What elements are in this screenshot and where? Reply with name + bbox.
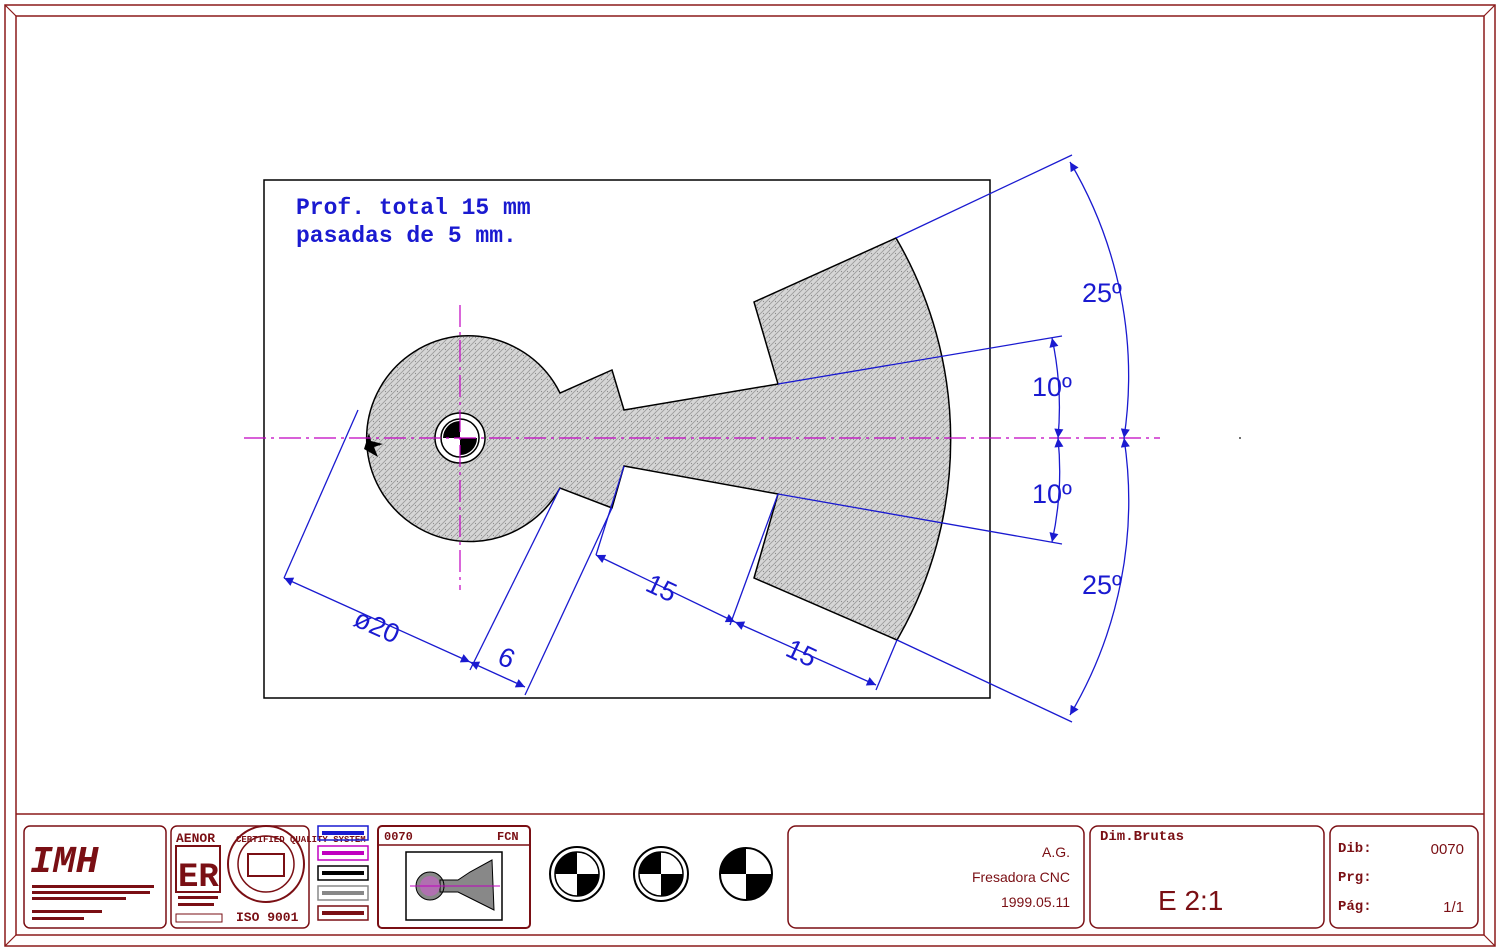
author: A.G. bbox=[1042, 844, 1070, 860]
datum-symbol-1 bbox=[549, 846, 605, 902]
aenor-box bbox=[170, 825, 310, 929]
dib-value: 0070 bbox=[1431, 841, 1464, 858]
thumb-profile bbox=[415, 859, 495, 911]
sheet-border-inner bbox=[15, 15, 1485, 936]
dib-label: Dib: bbox=[1338, 841, 1372, 857]
dim-brutas-label: Dim.Brutas bbox=[1100, 829, 1184, 845]
imh-logo: IMH bbox=[30, 841, 100, 884]
dim-diameter: ø20 bbox=[350, 603, 405, 649]
dim-angle-top-outer: 25º bbox=[1082, 278, 1122, 308]
sheet-info-box bbox=[1329, 825, 1479, 929]
certified-text: CERTIFIED QUALITY SYSTEM bbox=[236, 835, 366, 845]
pag-label: Pág: bbox=[1338, 899, 1372, 915]
datum-symbol-2 bbox=[633, 846, 689, 902]
dim-angle-bottom-outer: 25º bbox=[1082, 570, 1122, 600]
scale-value: E 2:1 bbox=[1158, 885, 1223, 916]
prg-label: Prg: bbox=[1338, 870, 1372, 886]
machine: Fresadora CNC bbox=[972, 869, 1070, 885]
stray-point bbox=[1239, 437, 1241, 439]
thumbnail-box bbox=[377, 825, 531, 929]
iso-label: ISO 9001 bbox=[236, 910, 299, 925]
aenor-logo-frame bbox=[175, 845, 221, 893]
color-legend bbox=[317, 825, 369, 921]
dim-neck: 6 bbox=[494, 641, 520, 675]
logo-box bbox=[23, 825, 167, 929]
dim-length-2: 15 bbox=[781, 633, 821, 673]
corner-marks bbox=[4, 4, 1496, 947]
center-lines bbox=[244, 305, 1160, 590]
logo-fineprint bbox=[32, 885, 154, 920]
thumb-code: 0070 bbox=[384, 830, 413, 844]
info-box bbox=[787, 825, 1085, 929]
aenor-er-logo: ER bbox=[178, 859, 219, 897]
machining-note-line2: pasadas de 5 mm. bbox=[296, 223, 517, 249]
iqnet-seal bbox=[227, 825, 305, 903]
title-block: IMH AENOR ER CERTIFIED QUALITY SYSTEM IS… bbox=[23, 825, 1479, 929]
dim-angle-bottom-inner: 10º bbox=[1032, 479, 1072, 509]
scale-box bbox=[1089, 825, 1325, 929]
machining-note-line1: Prof. total 15 mm bbox=[296, 195, 531, 221]
thumb-stock bbox=[405, 851, 503, 921]
date: 1999.05.11 bbox=[1001, 894, 1070, 910]
pag-value: 1/1 bbox=[1443, 899, 1464, 916]
dim-angle-top-inner: 10º bbox=[1032, 372, 1072, 402]
thumb-type: FCN bbox=[497, 830, 519, 844]
dimension-lines bbox=[283, 154, 1130, 723]
datum-symbol-3 bbox=[719, 847, 773, 901]
aenor-label: AENOR bbox=[176, 831, 215, 846]
stock-outline bbox=[263, 179, 991, 699]
sheet-border-outer bbox=[4, 4, 1496, 947]
dim-length-1: 15 bbox=[641, 568, 681, 608]
